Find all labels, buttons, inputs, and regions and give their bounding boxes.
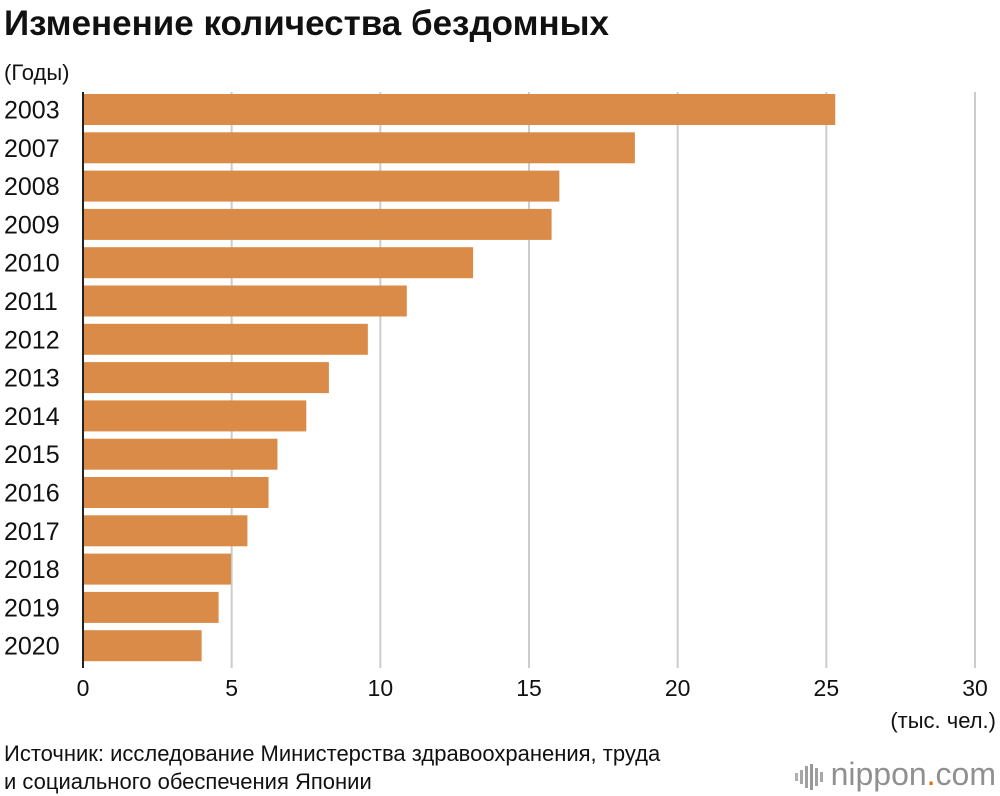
x-tick-label: 25 <box>814 675 840 700</box>
logo-name: nippon <box>830 756 927 792</box>
x-tick-label: 10 <box>368 675 394 700</box>
bar-2014 <box>83 400 307 432</box>
bar-2013 <box>83 362 329 394</box>
y-tick-label: 2016 <box>4 480 60 508</box>
bar-2012 <box>83 323 368 355</box>
x-tick-label: 15 <box>516 675 542 700</box>
y-axis-label: (Годы) <box>4 60 70 85</box>
bar-2017 <box>83 515 248 547</box>
bar-2015 <box>83 438 278 470</box>
bar-2019 <box>83 591 219 623</box>
logo-dot: . <box>926 756 936 792</box>
logo-tld: com <box>935 756 996 792</box>
source-line-2: и социального обеспечения Японии <box>4 769 372 794</box>
y-tick-label: 2003 <box>4 97 60 125</box>
bar-2011 <box>83 285 407 317</box>
bar-2008 <box>83 170 560 202</box>
bar-2003 <box>83 94 836 125</box>
x-axis-unit-label: (тыс. чел.) <box>890 708 996 733</box>
bar-2009 <box>83 208 552 240</box>
bar-2016 <box>83 477 269 508</box>
y-tick-label: 2020 <box>4 633 60 661</box>
y-tick-label: 2010 <box>4 250 60 278</box>
y-tick-label: 2018 <box>4 556 60 584</box>
logo-waveform-icon <box>794 763 823 790</box>
y-tick-label: 2013 <box>4 365 60 393</box>
bar-2018 <box>83 553 232 585</box>
y-tick-label: 2011 <box>4 288 58 316</box>
y-tick-label: 2014 <box>4 403 60 431</box>
y-tick-label: 2019 <box>4 594 60 622</box>
bar-chart: 2003200720082009201020112012201320142015… <box>4 92 988 700</box>
x-tick-label: 20 <box>665 675 691 700</box>
y-tick-label: 2017 <box>4 518 60 546</box>
y-tick-label: 2015 <box>4 441 60 469</box>
x-tick-label: 5 <box>225 675 238 700</box>
bar-2010 <box>83 247 474 279</box>
bar-2007 <box>83 132 635 164</box>
nippon-logo: nippon.com <box>794 756 996 793</box>
x-tick-label: 0 <box>77 675 90 700</box>
x-tick-label: 30 <box>962 675 988 700</box>
y-tick-label: 2008 <box>4 173 60 201</box>
chart-title: Изменение количества бездомных <box>4 4 609 43</box>
source-note: Источник: исследование Министерства здра… <box>4 740 660 796</box>
y-tick-label: 2012 <box>4 326 60 354</box>
y-tick-label: 2007 <box>4 135 60 163</box>
y-tick-label: 2009 <box>4 211 60 239</box>
bar-2020 <box>83 630 202 662</box>
source-line-1: Источник: исследование Министерства здра… <box>4 741 661 766</box>
